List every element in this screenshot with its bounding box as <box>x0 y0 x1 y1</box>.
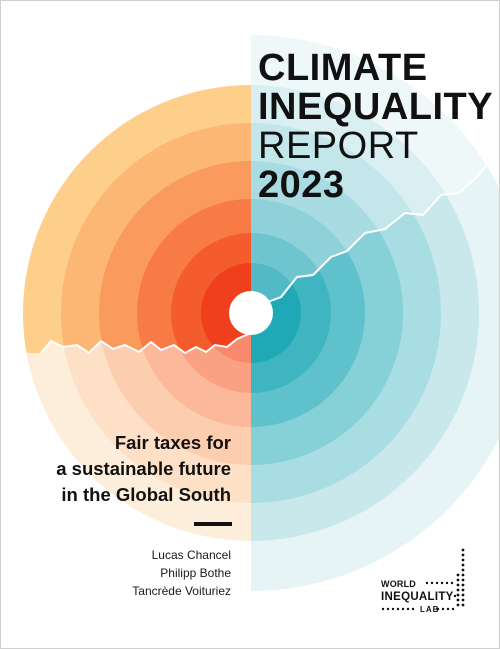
logo-line-1: WORLD <box>381 579 416 589</box>
report-title: CLIMATE INEQUALITY REPORT 2023 <box>258 49 493 205</box>
report-subtitle: Fair taxes for a sustainable future in t… <box>56 430 231 508</box>
cool-rings-upper <box>251 35 499 313</box>
right-divider-line <box>250 150 499 314</box>
author-name: Lucas Chancel <box>151 548 231 562</box>
author-list: Lucas Chancel Philipp Bothe Tancrède Voi… <box>132 546 231 600</box>
subtitle-line-1: Fair taxes for <box>114 432 231 453</box>
subtitle-line-3: in the Global South <box>61 484 231 505</box>
title-line-1: CLIMATE <box>258 47 428 89</box>
logo-line-3: LAB <box>420 605 440 614</box>
world-inequality-lab-logo: WORLD INEQUALITY LAB <box>381 547 471 617</box>
author-name: Philipp Bothe <box>160 566 231 580</box>
author-name: Tancrède Voituriez <box>132 584 231 598</box>
title-line-3: REPORT <box>258 125 419 167</box>
title-year: 2023 <box>258 164 345 206</box>
center-circle <box>229 291 273 335</box>
logo-line-2: INEQUALITY <box>381 591 454 603</box>
divider-rule <box>194 522 232 526</box>
subtitle-line-2: a sustainable future <box>56 458 231 479</box>
dot-staircase-icon <box>381 548 465 611</box>
warm-rings-upper <box>23 85 251 353</box>
title-line-2: INEQUALITY <box>258 86 494 128</box>
left-divider-line <box>40 332 252 355</box>
